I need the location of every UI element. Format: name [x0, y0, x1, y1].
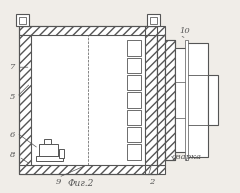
- Bar: [127, 127, 141, 142]
- Bar: [31, 36, 145, 164]
- Bar: [19, 25, 157, 174]
- Bar: [127, 92, 141, 108]
- Text: Фиг.2: Фиг.2: [67, 179, 93, 188]
- Bar: [145, 164, 165, 174]
- Bar: [127, 110, 141, 125]
- Bar: [208, 75, 218, 125]
- Bar: [185, 40, 187, 160]
- Bar: [16, 14, 29, 25]
- Bar: [127, 75, 141, 90]
- Bar: [19, 36, 31, 164]
- Bar: [60, 149, 64, 157]
- Bar: [127, 40, 141, 56]
- Bar: [186, 43, 208, 157]
- Bar: [165, 40, 175, 160]
- Bar: [165, 40, 175, 160]
- Text: 2: 2: [149, 178, 155, 186]
- Text: 8: 8: [10, 151, 15, 159]
- Bar: [127, 144, 141, 160]
- Bar: [19, 25, 157, 36]
- Text: 6: 6: [10, 131, 15, 139]
- Bar: [43, 139, 52, 144]
- Text: 7: 7: [10, 63, 15, 71]
- Bar: [145, 36, 157, 164]
- Bar: [19, 17, 26, 24]
- Bar: [19, 164, 157, 174]
- Bar: [127, 58, 141, 73]
- Bar: [175, 48, 186, 152]
- Bar: [147, 14, 160, 25]
- Text: сварка: сварка: [172, 152, 202, 161]
- Bar: [145, 25, 165, 36]
- Text: 9: 9: [56, 178, 61, 186]
- Bar: [31, 36, 145, 164]
- Bar: [36, 156, 63, 161]
- Bar: [157, 36, 165, 164]
- Bar: [39, 144, 59, 156]
- Bar: [150, 17, 157, 24]
- Text: 10: 10: [179, 27, 190, 36]
- Text: 5: 5: [10, 93, 15, 101]
